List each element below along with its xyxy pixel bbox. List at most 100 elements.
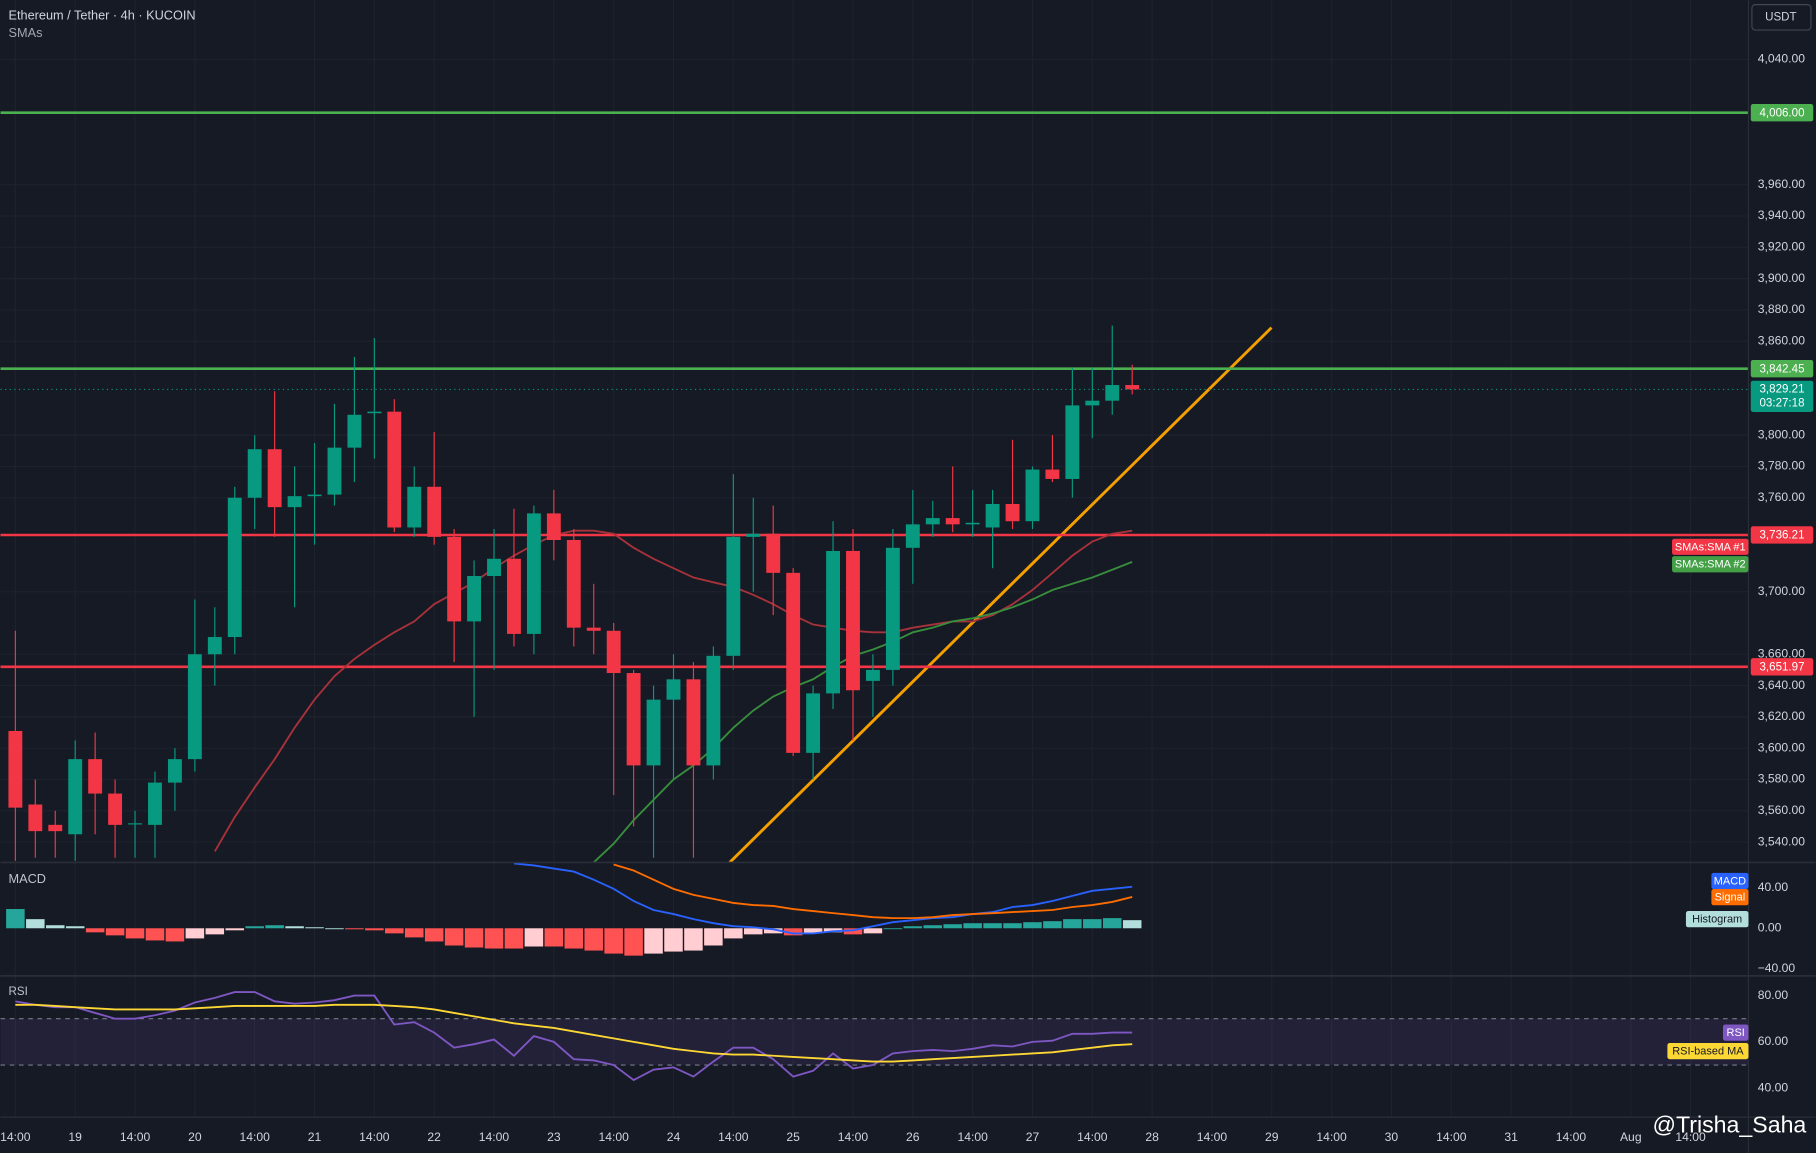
series-line [513, 862, 1133, 935]
y-tick-label: 40.00 [1758, 880, 1789, 894]
axis-tag [1711, 872, 1749, 890]
candle-body [746, 533, 761, 537]
level-tag [1750, 360, 1814, 378]
y-tick-label: 3,880.00 [1758, 302, 1806, 316]
rsi-title: RSI [9, 986, 28, 998]
x-tick-label: 25 [786, 1130, 800, 1144]
histogram-bar [1063, 919, 1082, 929]
series-line [613, 863, 1133, 920]
candle-body [626, 673, 641, 766]
candle-body [427, 486, 442, 537]
candle-body [48, 824, 63, 832]
histogram-bar [6, 909, 25, 929]
x-tick-label: 19 [68, 1130, 82, 1144]
histogram-bar [26, 919, 45, 929]
histogram-bar [464, 928, 484, 948]
candle-body [786, 572, 801, 753]
candle-body [1025, 469, 1040, 522]
y-tick-label: 3,640.00 [1758, 678, 1806, 692]
level-tag [1750, 104, 1814, 122]
histogram-bar [704, 928, 723, 946]
candle-body [965, 522, 980, 525]
x-tick-label: 14:00 [1197, 1130, 1228, 1144]
x-tick-label: 14:00 [598, 1130, 629, 1144]
macd-title: MACD [9, 871, 46, 886]
x-tick-label: 14:00 [0, 1130, 31, 1144]
candle-body [267, 449, 282, 508]
series-line [214, 529, 1133, 852]
y-tick-label: −40.00 [1758, 961, 1796, 975]
candle-body [507, 558, 521, 634]
candle-body [546, 513, 561, 540]
candle-body [806, 693, 821, 753]
watermark: @Trisha_Saha [1652, 1111, 1806, 1137]
series-line [593, 561, 1133, 863]
candle-body [327, 447, 342, 495]
histogram-bar [923, 925, 943, 929]
rsi-band [0, 1018, 1749, 1066]
x-tick-label: 30 [1385, 1130, 1399, 1144]
level-label: 4,006.00 [1760, 107, 1805, 119]
y-tick-label: 3,540.00 [1758, 834, 1806, 848]
currency-label: USDT [1765, 11, 1796, 23]
axis-tag-label: Histogram [1692, 914, 1742, 926]
histogram-bar [883, 928, 903, 930]
candle-body [526, 513, 541, 634]
x-tick-label: 14:00 [1077, 1130, 1108, 1144]
y-tick-label: 3,900.00 [1758, 271, 1806, 285]
series-line [15, 991, 1133, 1082]
candle-body [8, 730, 23, 808]
x-tick-label: 14:00 [957, 1130, 988, 1144]
histogram-bar [285, 926, 304, 929]
x-tick-label: 14:00 [359, 1130, 390, 1144]
countdown-label: 03:27:18 [1760, 397, 1805, 409]
axis-tag [1711, 889, 1749, 906]
trend-line [728, 326, 1273, 863]
y-tick-label: 3,760.00 [1758, 490, 1806, 504]
y-tick-label: 3,620.00 [1758, 709, 1806, 723]
histogram-bar [444, 928, 464, 946]
y-tick-label: 0.00 [1758, 920, 1782, 934]
y-tick-label: 3,700.00 [1758, 584, 1806, 598]
histogram-bar [1122, 920, 1142, 929]
histogram-bar [225, 928, 245, 931]
histogram-bar [65, 926, 85, 929]
level-tag [1750, 526, 1814, 544]
candle-body [566, 540, 581, 628]
histogram-bar [424, 928, 444, 942]
level-label: 3,842.45 [1760, 363, 1805, 375]
x-tick-label: 24 [667, 1130, 681, 1144]
chart-title: Ethereum / Tether · 4h · KUCOIN [9, 8, 196, 23]
sma-tag-label: SMAs:SMA #2 [1675, 559, 1746, 571]
candle-body [247, 449, 262, 498]
y-tick-label: 3,940.00 [1758, 208, 1806, 222]
candle-body [586, 627, 601, 631]
y-tick-label: 3,920.00 [1758, 240, 1806, 254]
histogram-bar [1043, 921, 1062, 929]
histogram-bar [783, 928, 803, 936]
x-tick-label: 14:00 [838, 1130, 869, 1144]
histogram-bar [724, 928, 743, 939]
candle-body [307, 494, 322, 497]
histogram-bar [744, 928, 763, 935]
candle-body [227, 497, 242, 638]
currency-box[interactable] [1751, 4, 1812, 31]
y-tick-label: 3,960.00 [1758, 177, 1806, 191]
x-tick-label: 14:00 [1675, 1130, 1706, 1144]
candle-body [646, 699, 661, 766]
histogram-bar [185, 928, 205, 939]
histogram-bar [943, 924, 962, 929]
candle-body [826, 550, 840, 694]
histogram-bar [763, 928, 783, 934]
x-tick-label: 14:00 [1556, 1130, 1587, 1144]
histogram-bar [46, 925, 65, 929]
macd-pane [6, 862, 1142, 956]
sma-tag [1672, 556, 1749, 573]
y-tick-label: 80.00 [1758, 988, 1789, 1002]
histogram-bar [803, 928, 823, 934]
histogram-bar [305, 927, 324, 929]
x-tick-label: 28 [1145, 1130, 1159, 1144]
x-tick-label: 14:00 [479, 1130, 510, 1144]
candle-body [187, 654, 202, 760]
